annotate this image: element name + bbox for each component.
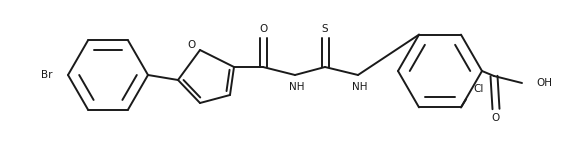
Text: O: O: [188, 40, 196, 50]
Text: O: O: [259, 24, 267, 34]
Text: O: O: [492, 113, 500, 123]
Text: OH: OH: [536, 78, 552, 88]
Text: Br: Br: [41, 70, 52, 80]
Text: Cl: Cl: [474, 84, 484, 94]
Text: S: S: [321, 24, 328, 34]
Text: NH: NH: [289, 82, 305, 92]
Text: NH: NH: [352, 82, 368, 92]
